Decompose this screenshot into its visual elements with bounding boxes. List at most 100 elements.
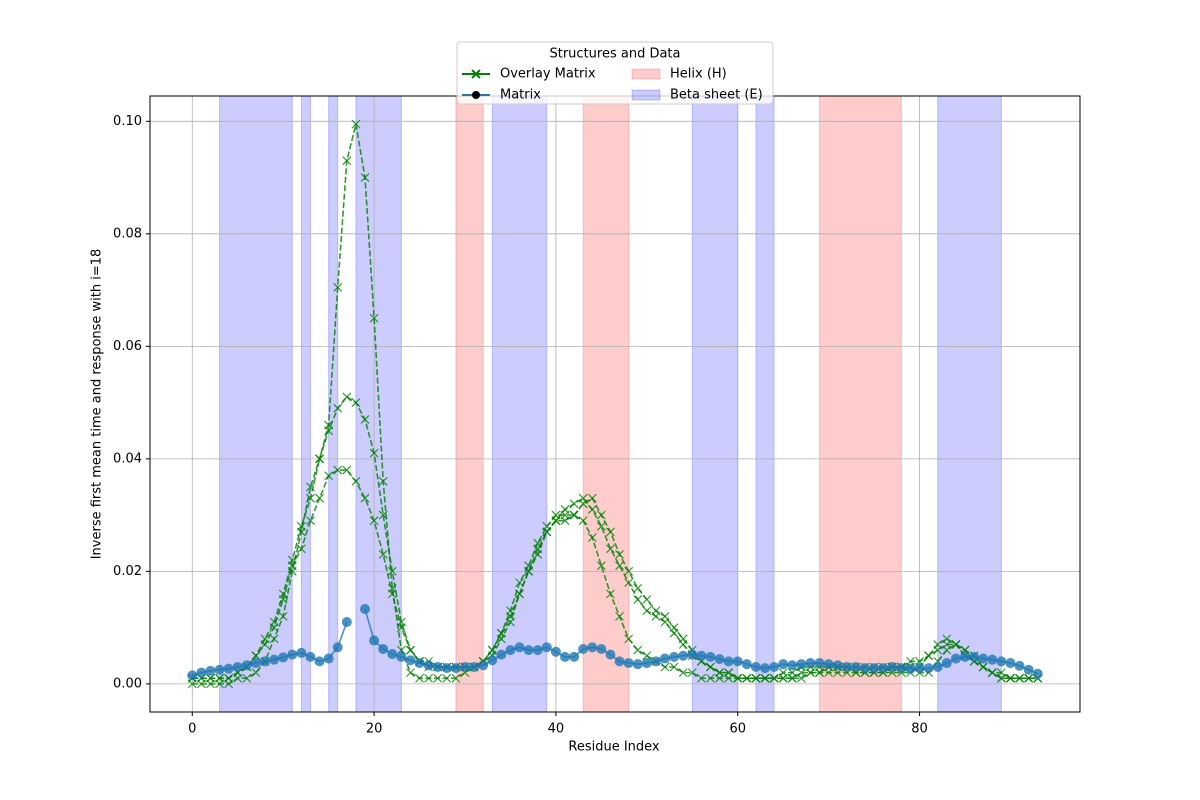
x-marker bbox=[324, 426, 334, 436]
circle-marker bbox=[196, 667, 207, 678]
x-marker bbox=[551, 516, 561, 526]
x-marker bbox=[515, 589, 524, 599]
circle-marker bbox=[341, 616, 352, 627]
circle-marker bbox=[869, 663, 880, 674]
x-marker bbox=[696, 673, 706, 683]
x-marker bbox=[333, 403, 343, 413]
circle-marker bbox=[860, 663, 870, 674]
structure-span bbox=[937, 95, 1002, 713]
y-tick-label: 0.06 bbox=[113, 339, 142, 354]
x-marker bbox=[406, 668, 415, 678]
x-marker bbox=[342, 465, 352, 475]
circle-marker bbox=[450, 663, 461, 674]
circle-marker bbox=[378, 643, 389, 654]
circle-marker bbox=[414, 658, 425, 669]
x-marker bbox=[715, 668, 724, 678]
x-marker bbox=[578, 516, 588, 526]
circle-marker bbox=[932, 661, 943, 672]
x-marker bbox=[733, 673, 743, 683]
x-marker bbox=[351, 398, 361, 408]
x-marker bbox=[669, 662, 679, 672]
x-marker bbox=[324, 471, 334, 481]
x-marker bbox=[606, 527, 615, 537]
circle-marker bbox=[260, 656, 270, 667]
x-marker bbox=[742, 673, 752, 683]
x-marker bbox=[787, 673, 797, 683]
x-marker bbox=[642, 606, 652, 616]
circle-marker bbox=[987, 654, 998, 665]
x-marker bbox=[815, 668, 824, 678]
x-marker bbox=[242, 673, 252, 683]
circle-marker bbox=[369, 635, 380, 646]
x-marker bbox=[451, 673, 461, 683]
x-marker bbox=[442, 673, 452, 683]
circle-marker bbox=[187, 670, 198, 681]
circle-marker bbox=[969, 651, 980, 662]
structure-span bbox=[819, 95, 902, 713]
x-marker bbox=[287, 561, 297, 571]
circle-marker bbox=[950, 653, 961, 664]
circle-marker bbox=[714, 654, 725, 665]
x-marker bbox=[633, 595, 643, 604]
x-marker bbox=[269, 634, 279, 644]
circle-marker bbox=[796, 659, 807, 670]
circle-marker bbox=[669, 651, 680, 662]
circle-marker bbox=[314, 656, 325, 667]
circle-marker bbox=[823, 659, 834, 670]
x-marker bbox=[506, 611, 515, 621]
data-line bbox=[192, 123, 1038, 685]
x-marker bbox=[806, 668, 815, 678]
circle-marker bbox=[305, 651, 316, 662]
circle-marker bbox=[914, 663, 925, 674]
circle-marker bbox=[750, 661, 761, 672]
x-marker bbox=[678, 668, 688, 678]
x-marker bbox=[606, 589, 615, 599]
x-marker bbox=[487, 645, 497, 655]
x-marker bbox=[369, 516, 379, 526]
circle-marker bbox=[896, 663, 907, 674]
circle-marker bbox=[705, 651, 716, 662]
circle-marker bbox=[405, 655, 416, 666]
x-tick-label: 0 bbox=[188, 722, 196, 737]
circle-marker bbox=[441, 663, 452, 674]
circle-marker bbox=[232, 661, 243, 672]
x-marker bbox=[251, 651, 261, 661]
circle-marker bbox=[996, 656, 1007, 667]
legend-label: Overlay Matrix bbox=[500, 67, 596, 82]
x-marker bbox=[751, 673, 761, 683]
circle-marker bbox=[787, 660, 798, 671]
circle-marker bbox=[1032, 668, 1043, 679]
circle-marker bbox=[696, 650, 707, 661]
circle-marker bbox=[660, 653, 670, 664]
structure-span bbox=[691, 95, 739, 713]
x-marker bbox=[587, 493, 597, 503]
circle-marker bbox=[469, 661, 480, 672]
structure-span bbox=[328, 95, 339, 713]
legend-title: Structures and Data bbox=[549, 47, 680, 62]
x-marker bbox=[278, 595, 288, 604]
circle-marker bbox=[460, 661, 470, 672]
circle-marker bbox=[505, 645, 516, 656]
circle-marker bbox=[578, 643, 589, 654]
x-marker bbox=[933, 645, 943, 655]
circle-marker bbox=[478, 660, 489, 671]
x-marker bbox=[633, 583, 643, 593]
structure-span bbox=[582, 95, 630, 713]
y-axis-label: Inverse first mean time and response wit… bbox=[90, 249, 105, 560]
circle-marker bbox=[487, 655, 498, 666]
legend: Structures and Data Overlay Matrix Matrix H… bbox=[456, 41, 774, 105]
x-marker bbox=[342, 156, 352, 166]
circle-marker bbox=[514, 642, 525, 653]
circle-marker bbox=[887, 661, 898, 672]
circle-marker bbox=[541, 642, 552, 653]
legend-label: Helix (H) bbox=[670, 67, 727, 82]
circle-marker bbox=[678, 650, 689, 661]
circle-marker bbox=[250, 658, 261, 669]
x-marker bbox=[624, 634, 634, 644]
legend-marker bbox=[471, 69, 481, 79]
x-marker bbox=[315, 454, 324, 464]
x-marker bbox=[951, 640, 961, 649]
x-tick-label: 80 bbox=[911, 722, 928, 737]
circle-marker bbox=[941, 658, 952, 669]
